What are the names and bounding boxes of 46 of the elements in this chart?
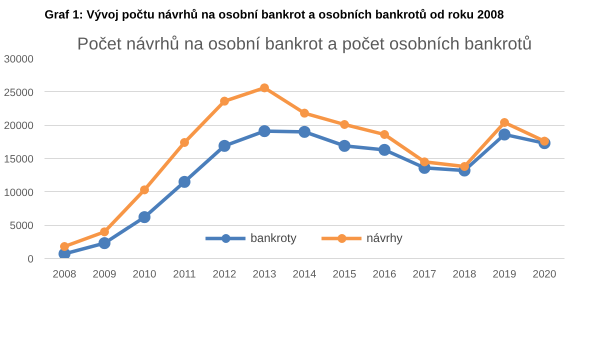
x-tick-label: 2013 bbox=[252, 268, 276, 280]
point bbox=[378, 144, 390, 156]
point bbox=[98, 237, 110, 250]
point bbox=[420, 157, 429, 166]
point bbox=[180, 138, 189, 147]
point bbox=[380, 130, 389, 139]
x-tick-label: 2019 bbox=[492, 268, 516, 280]
point bbox=[178, 176, 190, 188]
y-tick-label: 0 bbox=[28, 254, 34, 266]
x-tick-label: 2008 bbox=[52, 268, 76, 280]
chart-title: Graf 1: Vývoj počtu návrhů na osobní bankrot a osobních bankrotů od roku 2008 bbox=[44, 8, 504, 22]
point bbox=[498, 128, 510, 140]
chart-subtitle: Počet návrhů na osobní bankrot a počet osobních bankrotů bbox=[77, 34, 532, 54]
x-tick-label: 2012 bbox=[212, 268, 236, 280]
y-tick-label: 20000 bbox=[4, 120, 34, 132]
y-tick-label: 30000 bbox=[4, 54, 34, 66]
y-tick-label: 15000 bbox=[4, 154, 34, 166]
y-tick-label: 25000 bbox=[4, 86, 34, 99]
y-tick-label: 10000 bbox=[4, 186, 34, 199]
point bbox=[540, 136, 549, 146]
x-tick-label: 2018 bbox=[452, 268, 476, 280]
point bbox=[218, 140, 230, 152]
point bbox=[500, 118, 509, 127]
x-tick-label: 2014 bbox=[292, 268, 316, 280]
x-tick-label: 2016 bbox=[372, 268, 396, 280]
point bbox=[460, 162, 469, 171]
x-tick-label: 2020 bbox=[532, 268, 556, 280]
y-tick-label: 5000 bbox=[10, 220, 34, 232]
x-tick-label: 2017 bbox=[412, 268, 436, 280]
point bbox=[220, 96, 229, 106]
point bbox=[100, 227, 109, 236]
point bbox=[138, 211, 150, 224]
legend-label: návrhy bbox=[366, 231, 403, 245]
point bbox=[340, 120, 349, 129]
point bbox=[258, 125, 270, 138]
x-tick-label: 2015 bbox=[332, 268, 356, 280]
point bbox=[260, 83, 269, 92]
point bbox=[60, 242, 69, 251]
point bbox=[140, 185, 149, 194]
point bbox=[338, 140, 350, 152]
point bbox=[300, 108, 309, 118]
legend-label: bankroty bbox=[250, 231, 296, 245]
point bbox=[298, 126, 310, 138]
x-tick-label: 2009 bbox=[92, 268, 116, 280]
x-tick-label: 2011 bbox=[173, 268, 196, 280]
x-tick-label: 2010 bbox=[132, 268, 156, 280]
